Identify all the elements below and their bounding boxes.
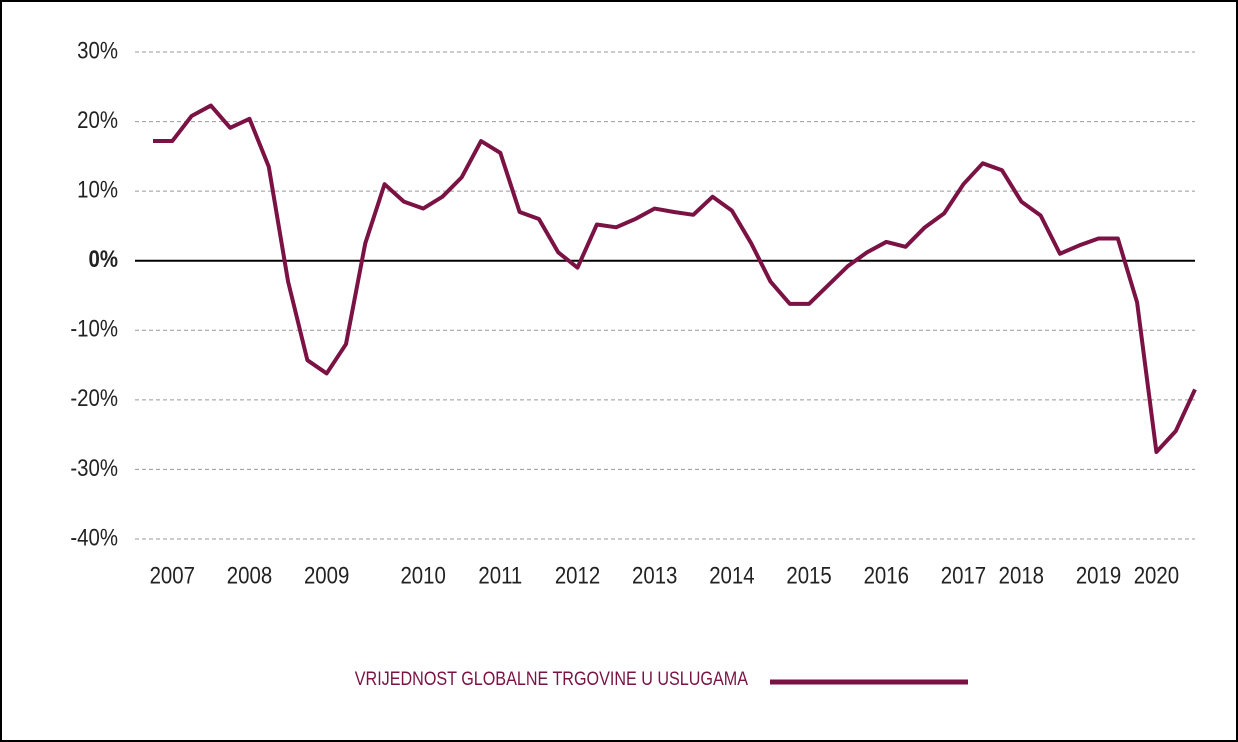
x-tick-label: 2019	[1076, 562, 1121, 589]
y-tick-label: -20%	[70, 385, 118, 412]
y-tick-label: -40%	[70, 524, 118, 551]
y-tick-label: 10%	[77, 176, 118, 203]
x-tick-label: 2017	[941, 562, 986, 589]
x-tick-label: 2018	[999, 562, 1044, 589]
x-tick-label: 2014	[709, 562, 754, 589]
x-tick-label: 2007	[150, 562, 195, 589]
x-tick-label: 2020	[1134, 562, 1179, 589]
x-tick-label: 2013	[632, 562, 677, 589]
y-tick-label: 30%	[77, 37, 118, 64]
x-tick-label: 2009	[304, 562, 349, 589]
x-tick-label: 2015	[786, 562, 831, 589]
y-tick-label: 20%	[77, 106, 118, 133]
x-tick-label: 2016	[864, 562, 909, 589]
data-line	[153, 103, 1197, 455]
x-tick-label: 2008	[227, 562, 272, 589]
x-tick-label: 2010	[400, 562, 445, 589]
x-tick-label: 2012	[555, 562, 600, 589]
x-tick-label: 2011	[478, 562, 522, 589]
y-tick-label: -30%	[70, 454, 118, 481]
y-tick-label: -10%	[70, 315, 118, 342]
legend-label: VRIJEDNOST GLOBALNE TRGOVINE U USLUGAMA	[355, 668, 748, 690]
y-tick-label: 0%	[89, 246, 119, 273]
